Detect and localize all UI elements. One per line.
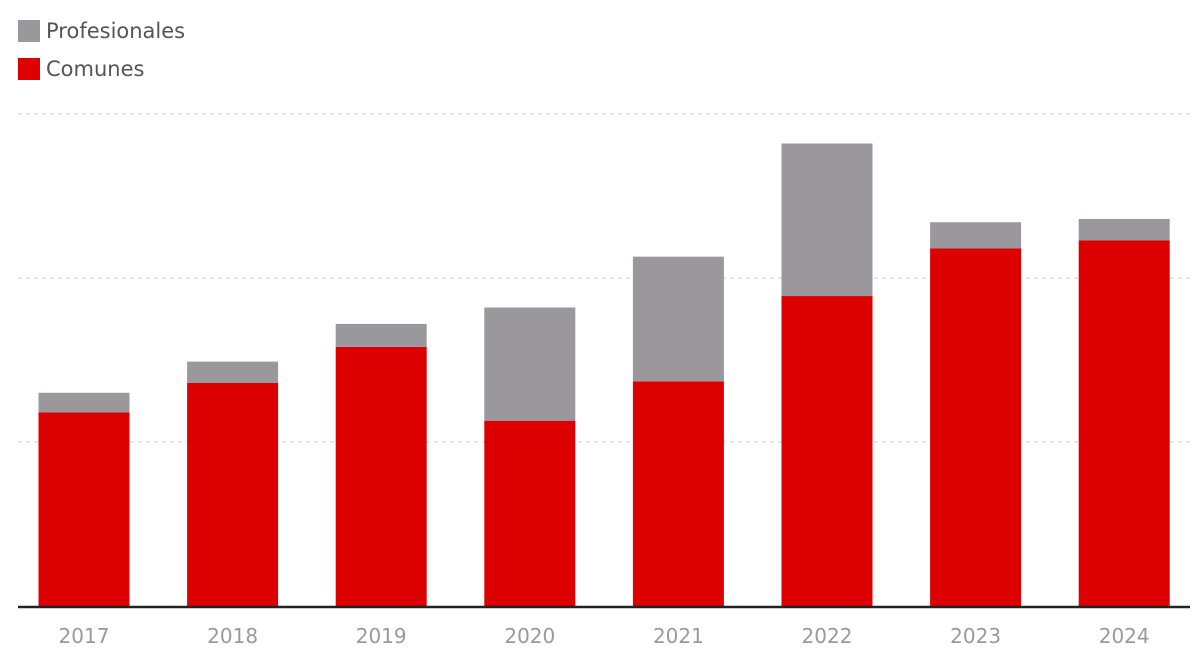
- bar-comunes-2022: [781, 296, 873, 606]
- chart-legend: Profesionales Comunes: [18, 12, 185, 88]
- legend-swatch-comunes: [18, 58, 40, 80]
- bar-profesionales-2017: [38, 392, 130, 413]
- bar-profesionales-2020: [484, 307, 576, 421]
- x-tick-label-2019: 2019: [356, 624, 407, 648]
- x-tick-label-2023: 2023: [950, 624, 1001, 648]
- bar-comunes-2023: [930, 248, 1022, 607]
- bar-comunes-2018: [187, 382, 279, 606]
- bar-comunes-2021: [632, 381, 724, 606]
- x-tick-label-2024: 2024: [1099, 624, 1150, 648]
- x-tick-label-2018: 2018: [207, 624, 258, 648]
- x-tick-label-2021: 2021: [653, 624, 704, 648]
- bar-profesionales-2022: [781, 143, 873, 297]
- x-tick-label-2020: 2020: [504, 624, 555, 648]
- x-tick-label-2022: 2022: [802, 624, 853, 648]
- x-tick-label-2017: 2017: [59, 624, 110, 648]
- legend-item-profesionales: Profesionales: [18, 12, 185, 50]
- legend-item-comunes: Comunes: [18, 50, 185, 88]
- legend-label-profesionales: Profesionales: [46, 19, 186, 43]
- bar-profesionales-2024: [1078, 218, 1170, 241]
- bar-comunes-2017: [38, 412, 130, 606]
- bar-comunes-2020: [484, 420, 576, 606]
- legend-label-comunes: Comunes: [46, 57, 145, 81]
- bar-profesionales-2021: [632, 256, 724, 382]
- bar-comunes-2024: [1078, 240, 1170, 606]
- bar-profesionales-2019: [335, 323, 427, 347]
- legend-swatch-profesionales: [18, 20, 40, 42]
- bar-comunes-2019: [335, 346, 427, 606]
- bar-profesionales-2023: [930, 222, 1022, 249]
- bar-profesionales-2018: [187, 361, 279, 383]
